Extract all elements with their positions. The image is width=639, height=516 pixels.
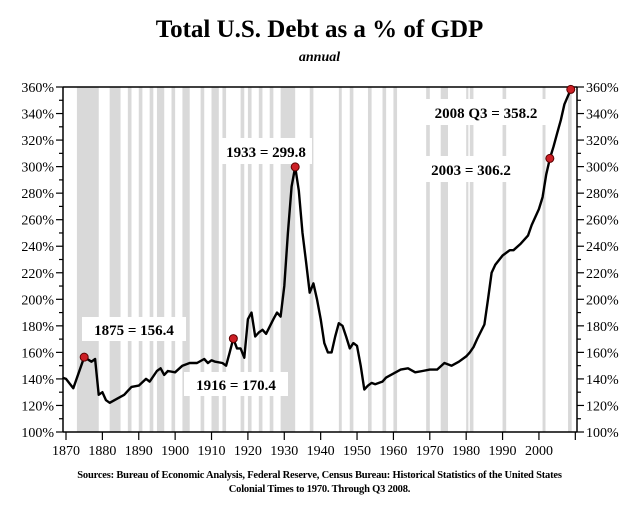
recession-shade: [466, 87, 469, 432]
x-tick-label: 1940: [307, 444, 335, 459]
recession-shade: [109, 87, 121, 432]
highlight-point: [290, 162, 300, 172]
debt-series-line: [61, 88, 572, 404]
y-tick-label-right: 300%: [586, 161, 619, 176]
y-tick-label-right: 140%: [586, 373, 619, 388]
recession-shade: [200, 87, 205, 432]
y-tick-label-left: 360%: [21, 81, 54, 96]
y-tick-label-right: 260%: [586, 214, 619, 229]
y-tick-label-left: 300%: [21, 161, 54, 176]
highlight-point: [228, 334, 238, 344]
y-tick-label-left: 100%: [21, 426, 54, 441]
recession-shade: [393, 87, 398, 432]
x-tick-label: 1980: [452, 444, 480, 459]
y-tick-label-right: 320%: [586, 134, 619, 149]
highlight-point: [545, 153, 555, 163]
y-tick-label-left: 320%: [21, 134, 54, 149]
annotation-box: [82, 317, 186, 341]
y-tick-label-right: 360%: [586, 81, 619, 96]
recession-shade: [182, 87, 190, 432]
recession-shade: [440, 87, 448, 432]
y-tick-label-right: 280%: [586, 187, 619, 202]
y-tick-label-left: 260%: [21, 214, 54, 229]
annotation-box: [424, 99, 548, 125]
y-tick-label-left: 200%: [21, 293, 54, 308]
recession-shade: [138, 87, 143, 432]
y-tick-label-right: 220%: [586, 267, 619, 282]
annotation-label: 2003 = 306.2: [431, 163, 511, 179]
recession-shade: [258, 87, 263, 432]
recession-shade: [309, 87, 314, 432]
highlight-point: [566, 84, 576, 94]
x-tick-label: 1930: [270, 444, 298, 459]
annotation-label: 1916 = 170.4: [196, 378, 276, 394]
recession-shade: [542, 87, 546, 432]
x-tick-label: 1970: [416, 444, 444, 459]
y-tick-label-left: 220%: [21, 267, 54, 282]
x-tick-label: 1890: [125, 444, 153, 459]
x-tick-label: 1920: [234, 444, 262, 459]
highlight-point: [79, 352, 89, 362]
source-note: Sources: Bureau of Economic Analysis, Fe…: [0, 469, 639, 497]
recession-shade: [568, 87, 572, 432]
chart-title: Total U.S. Debt as a % of GDP: [155, 16, 484, 43]
annotation-box: [424, 156, 518, 182]
chart-subtitle: annual: [298, 50, 341, 65]
recession-shade: [382, 87, 387, 432]
x-tick-label: 1990: [489, 444, 517, 459]
recession-shade: [469, 87, 474, 432]
recession-shade: [222, 87, 227, 432]
annotation-box: [220, 138, 312, 164]
y-tick-label-right: 340%: [586, 108, 619, 123]
recession-shade: [171, 87, 176, 432]
y-tick-label-right: 120%: [586, 399, 619, 414]
recession-shade: [426, 87, 430, 432]
x-tick-label: 1960: [379, 444, 407, 459]
recession-shade: [269, 87, 274, 432]
source-line-2: Colonial Times to 1970. Through Q3 2008.: [228, 484, 411, 495]
x-tick-label: 2000: [525, 444, 553, 459]
annotation-label: 2008 Q3 = 358.2: [435, 106, 538, 122]
recession-shade: [76, 87, 99, 432]
y-tick-label-right: 180%: [586, 320, 619, 335]
recession-shade: [156, 87, 165, 432]
y-tick-label-left: 120%: [21, 399, 54, 414]
y-tick-label-left: 140%: [21, 373, 54, 388]
x-tick-label: 1870: [52, 444, 80, 459]
annotation-label: 1933 = 299.8: [226, 145, 306, 161]
y-tick-label-right: 240%: [586, 240, 619, 255]
y-tick-label-left: 280%: [21, 187, 54, 202]
source-line-1: Sources: Bureau of Economic Analysis, Fe…: [77, 470, 562, 481]
annotation-label: 1875 = 156.4: [94, 323, 174, 339]
y-tick-label-left: 340%: [21, 108, 54, 123]
recession-shade: [280, 87, 296, 432]
x-tick-label: 1950: [343, 444, 371, 459]
recession-shade: [240, 87, 245, 432]
x-tick-label: 1880: [88, 444, 116, 459]
recession-shade: [367, 87, 372, 432]
y-tick-label-right: 200%: [586, 293, 619, 308]
recession-shade: [149, 87, 154, 432]
recession-shade: [502, 87, 507, 432]
y-tick-label-right: 160%: [586, 346, 619, 361]
y-tick-label-left: 180%: [21, 320, 54, 335]
annotation-box: [184, 372, 288, 396]
recession-shade: [211, 87, 219, 432]
recession-shade: [338, 87, 342, 432]
y-tick-label-right: 100%: [586, 426, 619, 441]
recession-shade: [247, 87, 252, 432]
y-tick-label-left: 240%: [21, 240, 54, 255]
x-tick-label: 1900: [161, 444, 189, 459]
recession-shade: [127, 87, 132, 432]
recession-shade: [349, 87, 354, 432]
x-tick-label: 1910: [198, 444, 226, 459]
y-tick-label-left: 160%: [21, 346, 54, 361]
